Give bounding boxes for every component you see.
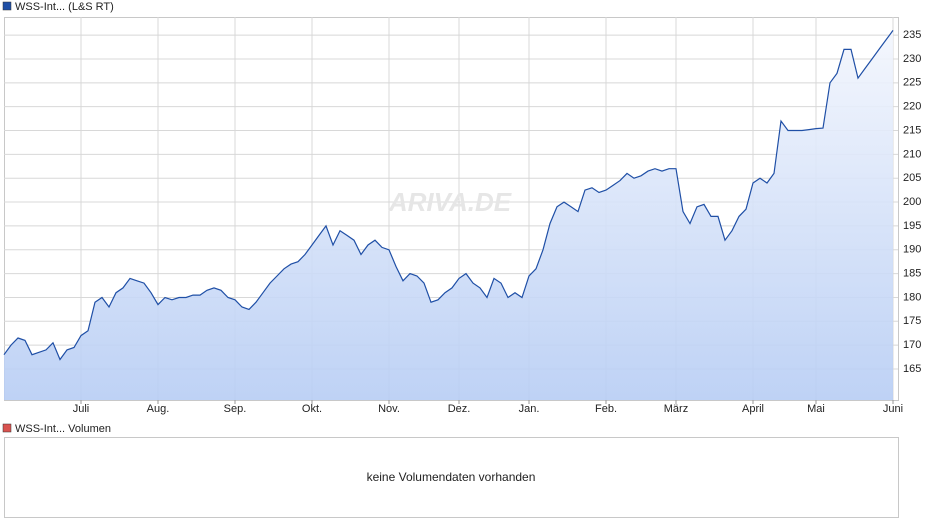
x-tick-label: Feb. [595,403,617,415]
y-tick-label: 235 [903,29,921,41]
y-tick-label: 210 [903,148,921,160]
x-tick-label: Juli [73,403,90,415]
line [3,30,894,361]
x-tick-label: Aug. [147,403,170,415]
legend-swatch [2,423,12,433]
area [4,30,893,401]
x-tick-label: April [742,403,764,415]
x-tick-label: Okt. [302,403,322,415]
y-tick-label: 225 [903,77,921,89]
x-tick-label: Juni [883,403,903,415]
y-tick-label: 180 [903,291,921,303]
watermark: ARIVA.DE [388,187,512,217]
x-tick-label: Mai [807,403,825,415]
legend-label: WSS-Int... (L&S RT) [15,1,114,13]
x-tick-label: Jan. [519,403,540,415]
y-tick-label: 215 [903,124,921,136]
y-tick-label: 195 [903,220,921,232]
y-tick-label: 185 [903,268,921,280]
y-tick-label: 230 [903,53,921,65]
x-tick-label: Dez. [448,403,471,415]
y-tick-label: 220 [903,101,921,113]
no-data-message: keine Volumendaten vorhanden [367,470,536,484]
legend-swatch [2,1,12,11]
y-tick-label: 205 [903,172,921,184]
x-tick-label: Sep. [224,403,247,415]
y-tick-label: 165 [903,363,921,375]
y-tick-label: 170 [903,339,921,351]
y-tick-label: 190 [903,244,921,256]
volume-frame [4,437,899,518]
x-tick-label: Nov. [378,403,400,415]
y-tick-label: 200 [903,196,921,208]
x-tick-label: März [664,403,688,415]
plot-frame [4,17,899,401]
y-tick-label: 175 [903,315,921,327]
legend-label: WSS-Int... Volumen [15,423,111,435]
